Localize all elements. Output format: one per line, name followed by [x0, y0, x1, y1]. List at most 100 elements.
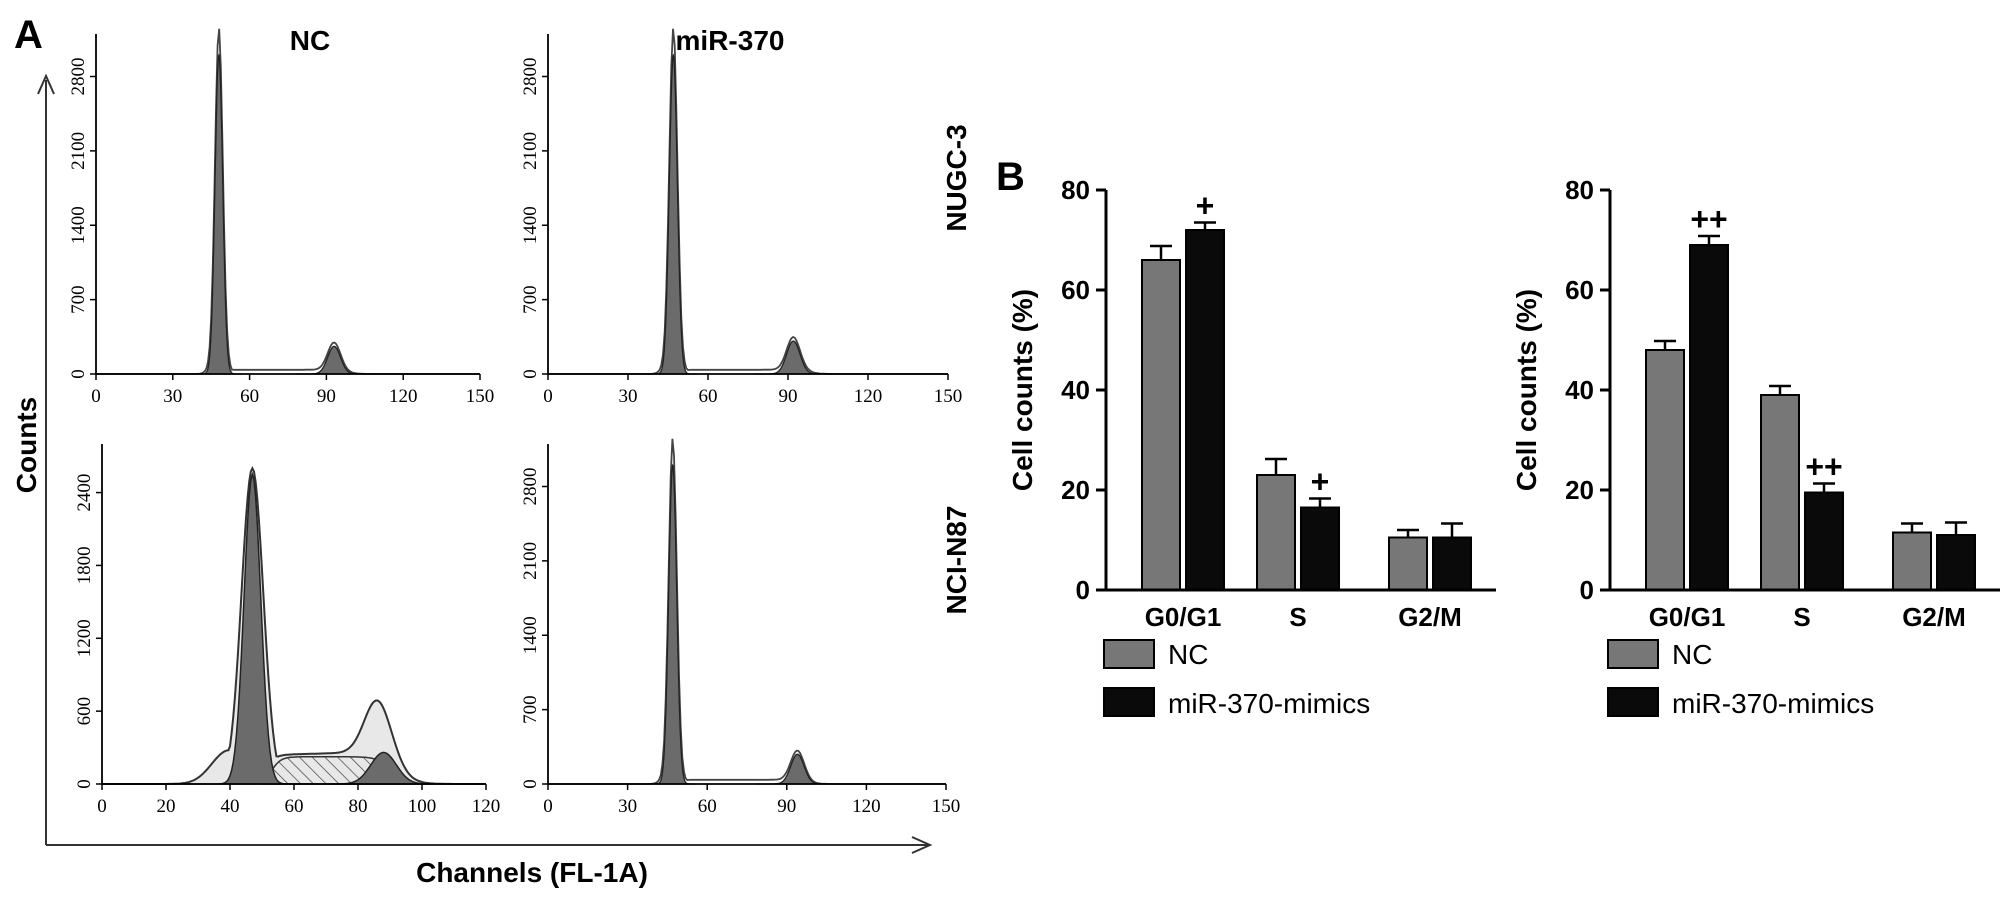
histogram-envelope — [96, 29, 480, 374]
y-tick-label: 0 — [520, 369, 541, 379]
x-tick-label: 120 — [854, 386, 883, 407]
y-tick-label: 40 — [1061, 375, 1090, 405]
panel-b-letter: B — [996, 155, 1025, 199]
y-tick-label: 700 — [68, 285, 89, 314]
x-axis-label-channels: Channels (FL-1A) — [416, 857, 648, 888]
y-tick-label: 2800 — [68, 58, 89, 96]
y-tick-label: 0 — [74, 779, 95, 789]
bar-mimics-s — [1301, 508, 1339, 591]
legend-1-mimics-label: miR-370-mimics — [1168, 688, 1370, 719]
category-label: G2/M — [1902, 602, 1966, 632]
g1-peak — [649, 55, 697, 374]
bar-chart-ncin87: ++ G0/G1 ++ S G2/M 0 20 40 60 80 Cell counts (%) — [1511, 175, 2000, 632]
x-tick-label: 20 — [157, 796, 176, 817]
row-label-nugc3: NUGC-3 — [941, 124, 972, 231]
y-tick-label: 0 — [520, 779, 541, 789]
y-tick-label: 80 — [1565, 175, 1594, 205]
category-label: G0/G1 — [1649, 602, 1726, 632]
x-tick-label: 100 — [408, 796, 437, 817]
x-tick-label: 120 — [852, 796, 881, 817]
y-axis-label-counts: Counts — [11, 397, 42, 493]
y-tick-label: 2100 — [520, 132, 541, 170]
y-tick-label: 20 — [1565, 475, 1594, 505]
x-tick-label: 0 — [543, 386, 553, 407]
x-tick-label: 0 — [543, 796, 553, 817]
x-tick-label: 0 — [97, 796, 107, 817]
x-tick-label: 120 — [389, 386, 418, 407]
bar-nc-s — [1761, 395, 1799, 590]
y-tick-label: 2800 — [520, 468, 541, 506]
y-tick-label: 1400 — [520, 206, 541, 244]
category-label: G2/M — [1398, 602, 1462, 632]
bar-nc-g2m — [1389, 538, 1427, 591]
x-tick-label: 150 — [466, 386, 495, 407]
y-tick-label: 2400 — [74, 474, 95, 512]
y-tick-label: 0 — [68, 369, 89, 379]
x-tick-label: 60 — [698, 796, 717, 817]
x-tick-label: 80 — [349, 796, 368, 817]
y-tick-label: 40 — [1565, 375, 1594, 405]
x-tick-label: 30 — [163, 386, 182, 407]
panel-a-letter: A — [14, 13, 43, 57]
x-tick-label: 30 — [619, 386, 638, 407]
y-tick-label: 1200 — [74, 619, 95, 657]
x-tick-label: 150 — [934, 386, 963, 407]
x-tick-label: 90 — [317, 386, 336, 407]
x-tick-label: 0 — [91, 386, 101, 407]
bar-mimics-g2m — [1937, 535, 1975, 590]
bar-nc-g0g1 — [1142, 260, 1180, 590]
bar-nc-g0g1 — [1646, 350, 1684, 590]
bar-nc-g2m — [1893, 533, 1931, 591]
significance-mark: + — [1311, 464, 1330, 500]
y-tick-label: 1800 — [74, 546, 95, 584]
bar-nc-s — [1257, 475, 1295, 590]
legend-1-nc-swatch — [1104, 640, 1154, 668]
g1-peak — [649, 465, 697, 784]
y-tick-label: 700 — [520, 695, 541, 724]
histogram-nugc3-mir370: 0 30 60 90 120 150 0 700 1400 2100 2800 — [520, 29, 962, 407]
y-tick-label: 60 — [1565, 275, 1594, 305]
y-tick-label: 600 — [74, 697, 95, 726]
x-tick-label: 90 — [777, 796, 796, 817]
y-tick-label: 2100 — [520, 542, 541, 580]
legend-1-mimics-swatch — [1104, 688, 1154, 716]
x-tick-label: 150 — [932, 796, 961, 817]
bar-mimics-s — [1805, 493, 1843, 591]
y-tick-label: 0 — [1076, 575, 1090, 605]
legend-2-nc-label: NC — [1672, 639, 1712, 670]
y-tick-label: 1400 — [68, 206, 89, 244]
x-tick-label: 30 — [618, 796, 637, 817]
x-tick-label: 60 — [240, 386, 259, 407]
x-tick-label: 60 — [699, 386, 718, 407]
col-title-nc: NC — [290, 25, 330, 56]
histogram-nugc3-nc: 0 30 60 90 120 150 0 700 1400 2100 2800 — [68, 29, 494, 407]
y-tick-label: 700 — [520, 285, 541, 314]
bar-mimics-g0g1 — [1186, 230, 1224, 590]
y-tick-label: 60 — [1061, 275, 1090, 305]
legend-2: NC miR-370-mimics — [1608, 639, 1874, 719]
category-label: S — [1289, 602, 1306, 632]
y-tick-label: 2800 — [520, 58, 541, 96]
x-tick-label: 40 — [221, 796, 240, 817]
g1-peak — [102, 474, 486, 784]
y-tick-label: 0 — [1580, 575, 1594, 605]
x-tick-label: 120 — [472, 796, 501, 817]
category-label: S — [1793, 602, 1810, 632]
bar-chart-nugc3: + G0/G1 + S G2/M 0 20 40 60 80 Cell counts (%) — [1007, 175, 1496, 632]
histogram-ncin87-mir370: 0 30 60 90 120 150 0 700 1400 2100 2800 — [520, 439, 960, 817]
legend-1-nc-label: NC — [1168, 639, 1208, 670]
legend-1: NC miR-370-mimics — [1104, 639, 1370, 719]
row-label-ncin87: NCI-N87 — [941, 506, 972, 615]
y-tick-label: 2100 — [68, 132, 89, 170]
bar-mimics-g2m — [1433, 538, 1471, 591]
significance-mark: ++ — [1690, 201, 1727, 237]
x-tick-label: 60 — [285, 796, 304, 817]
y-tick-label: 20 — [1061, 475, 1090, 505]
y-axis-label: Cell counts (%) — [1511, 289, 1542, 491]
histogram-envelope — [102, 468, 486, 784]
g1-peak — [196, 55, 242, 374]
category-label: G0/G1 — [1145, 602, 1222, 632]
col-title-mir370: miR-370 — [676, 25, 785, 56]
